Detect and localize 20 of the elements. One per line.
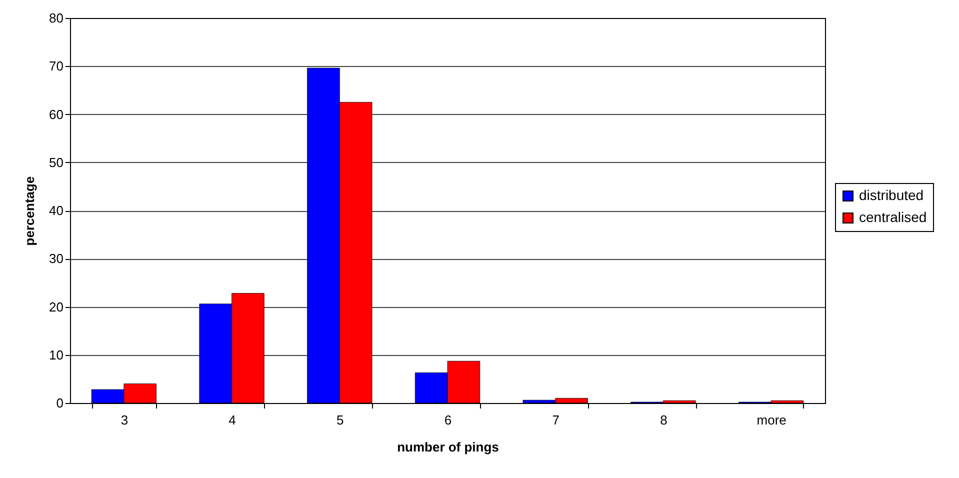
x-tick-label: 7 [552, 412, 560, 428]
x-tick-label: 4 [228, 412, 236, 428]
y-tick-label: 40 [49, 203, 64, 218]
y-tick-label: 10 [49, 347, 64, 362]
y-tick-label: 70 [49, 58, 64, 74]
x-tick-label: 3 [120, 412, 128, 428]
legend-label: centralised [859, 209, 927, 225]
legend-label: distributed [859, 187, 924, 203]
x-axis-title: number of pings [397, 440, 499, 454]
y-tick-label: 0 [56, 396, 64, 410]
x-tick-label: 8 [660, 412, 668, 428]
y-tick-label: 20 [49, 299, 64, 314]
x-tick-label: more [756, 412, 786, 428]
y-axis-title: percentage [22, 176, 38, 246]
y-tick-label: 50 [49, 154, 64, 170]
y-tick-label: 60 [49, 106, 64, 122]
y-tick-label: 80 [49, 10, 64, 26]
x-tick-label: 6 [444, 412, 452, 428]
x-tick-label: 5 [336, 412, 344, 428]
y-tick-label: 30 [49, 251, 64, 266]
